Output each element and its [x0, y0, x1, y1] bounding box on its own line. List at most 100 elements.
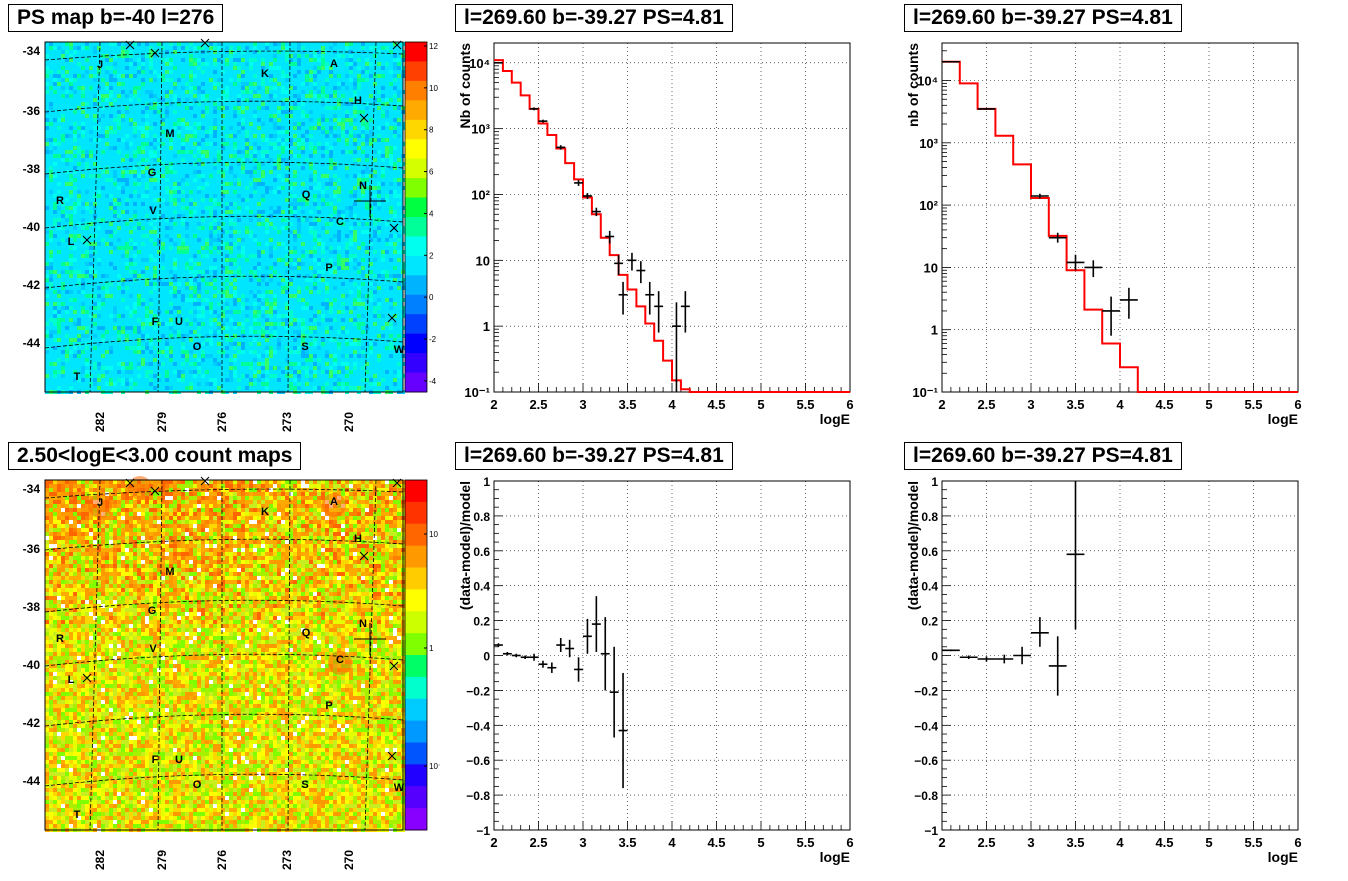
colorbar-cell: [405, 353, 427, 373]
source-label-m: M: [165, 566, 174, 578]
colorbar-cell: [405, 236, 427, 256]
map-y-tick: -38: [23, 600, 41, 614]
ps-map-title: PS map b=-40 l=276: [8, 4, 223, 32]
data-point: [1049, 636, 1067, 695]
y-tick-label: −1: [924, 824, 938, 838]
map-x-tick: 270: [342, 412, 356, 432]
colorbar-cell: [405, 546, 427, 568]
source-label-c: C: [336, 216, 344, 228]
colorbar-cell: [405, 480, 427, 502]
colorbar-cell: [405, 502, 427, 524]
source-label-a: A: [330, 496, 338, 508]
data-point: [645, 282, 654, 315]
x-tick-label: 4: [1116, 835, 1124, 850]
y-tick-label: 1: [931, 475, 938, 489]
x-tick-label: 2: [490, 397, 497, 412]
colorbar-cell: [405, 699, 427, 721]
colorbar-cell: [405, 764, 427, 786]
x-tick-label: 2.5: [977, 397, 995, 412]
colorbar-tick: 10: [429, 84, 438, 93]
source-label-p: P: [325, 700, 332, 712]
map-y-tick: -40: [23, 220, 41, 234]
map-x-tick: 270: [342, 850, 356, 870]
source-label-q: Q: [302, 189, 311, 201]
map-y-tick: -36: [23, 104, 41, 118]
x-tick-label: 6: [1294, 835, 1301, 850]
map-y-tick: -38: [23, 162, 41, 176]
data-point: [672, 302, 681, 392]
data-point: [1049, 233, 1067, 243]
model-step-line: [494, 60, 850, 392]
map-y-tick: -34: [23, 482, 41, 496]
source-label-g: G: [148, 167, 157, 179]
y-tick-label: −0.6: [914, 754, 938, 768]
map-x-tick: 276: [215, 850, 229, 870]
source-label-f: F: [152, 754, 159, 766]
source-label-t: T: [74, 809, 81, 821]
data-point: [601, 617, 610, 690]
x-tick-label: 4: [1116, 397, 1124, 412]
y-tick-label: 1: [931, 323, 938, 338]
map-y-tick: -40: [23, 658, 41, 672]
source-label-k: K: [261, 68, 269, 80]
map-x-tick: 282: [93, 850, 107, 870]
x-tick-label: 5.5: [796, 835, 814, 850]
source-label-r: R: [56, 633, 64, 645]
spectrum-title-1: l=269.60 b=-39.27 PS=4.81: [455, 4, 733, 32]
y-tick-label: −0.8: [914, 789, 938, 803]
colorbar-cell: [405, 120, 427, 140]
data-point: [539, 661, 548, 668]
source-label-w: W: [394, 344, 405, 356]
colorbar-cell: [405, 139, 427, 159]
x-tick-label: 5: [757, 397, 764, 412]
source-label-c: C: [336, 654, 344, 666]
plot-grid: [494, 43, 850, 392]
y-tick-label: −1: [476, 824, 490, 838]
source-label-h: H: [354, 95, 362, 107]
source-label-s: S: [301, 341, 308, 353]
source-label-w: W: [394, 782, 405, 794]
source-label-l: L: [68, 674, 75, 686]
y-tick-label: 0: [483, 650, 490, 664]
data-point: [654, 291, 663, 332]
map-y-tick: -42: [23, 278, 41, 292]
colorbar-tick: 1: [429, 644, 434, 653]
source-label-o: O: [193, 779, 202, 791]
source-label-v: V: [149, 205, 157, 217]
x-tick-label: 2: [490, 835, 497, 850]
source-label-h: H: [354, 533, 362, 545]
data-point: [565, 640, 574, 657]
map-y-tick: -36: [23, 542, 41, 556]
source-label-v: V: [149, 643, 157, 655]
y-tick-label: 10⁻¹: [464, 385, 490, 400]
data-point: [547, 662, 556, 672]
x-tick-label: 4.5: [1155, 835, 1173, 850]
data-point: [1102, 297, 1120, 336]
y-tick-label: 10⁻¹: [912, 385, 938, 400]
colorbar-cell: [405, 178, 427, 198]
y-tick-label: 0.2: [473, 615, 490, 629]
source-label-l: L: [68, 236, 75, 248]
colorbar-cell: [405, 786, 427, 808]
map-pixels: [45, 480, 405, 832]
colorbar-cell: [405, 524, 427, 546]
x-tick-label: 5: [757, 835, 764, 850]
map-x-tick: 282: [93, 412, 107, 432]
y-tick-label: 10²: [919, 198, 938, 213]
y-axis-label: (data-model)/model: [457, 481, 473, 610]
x-tick-label: 3: [579, 835, 586, 850]
y-tick-label: −0.4: [466, 719, 490, 733]
colorbar-cell: [405, 373, 427, 393]
y-tick-label: 0.6: [921, 545, 938, 559]
x-tick-label: 4.5: [707, 835, 725, 850]
y-tick-label: 0.4: [921, 580, 938, 594]
map-x-tick: 273: [280, 850, 294, 870]
map-x-tick: 279: [155, 412, 169, 432]
colorbar-cell: [405, 721, 427, 743]
y-tick-label: 10³: [471, 122, 490, 137]
